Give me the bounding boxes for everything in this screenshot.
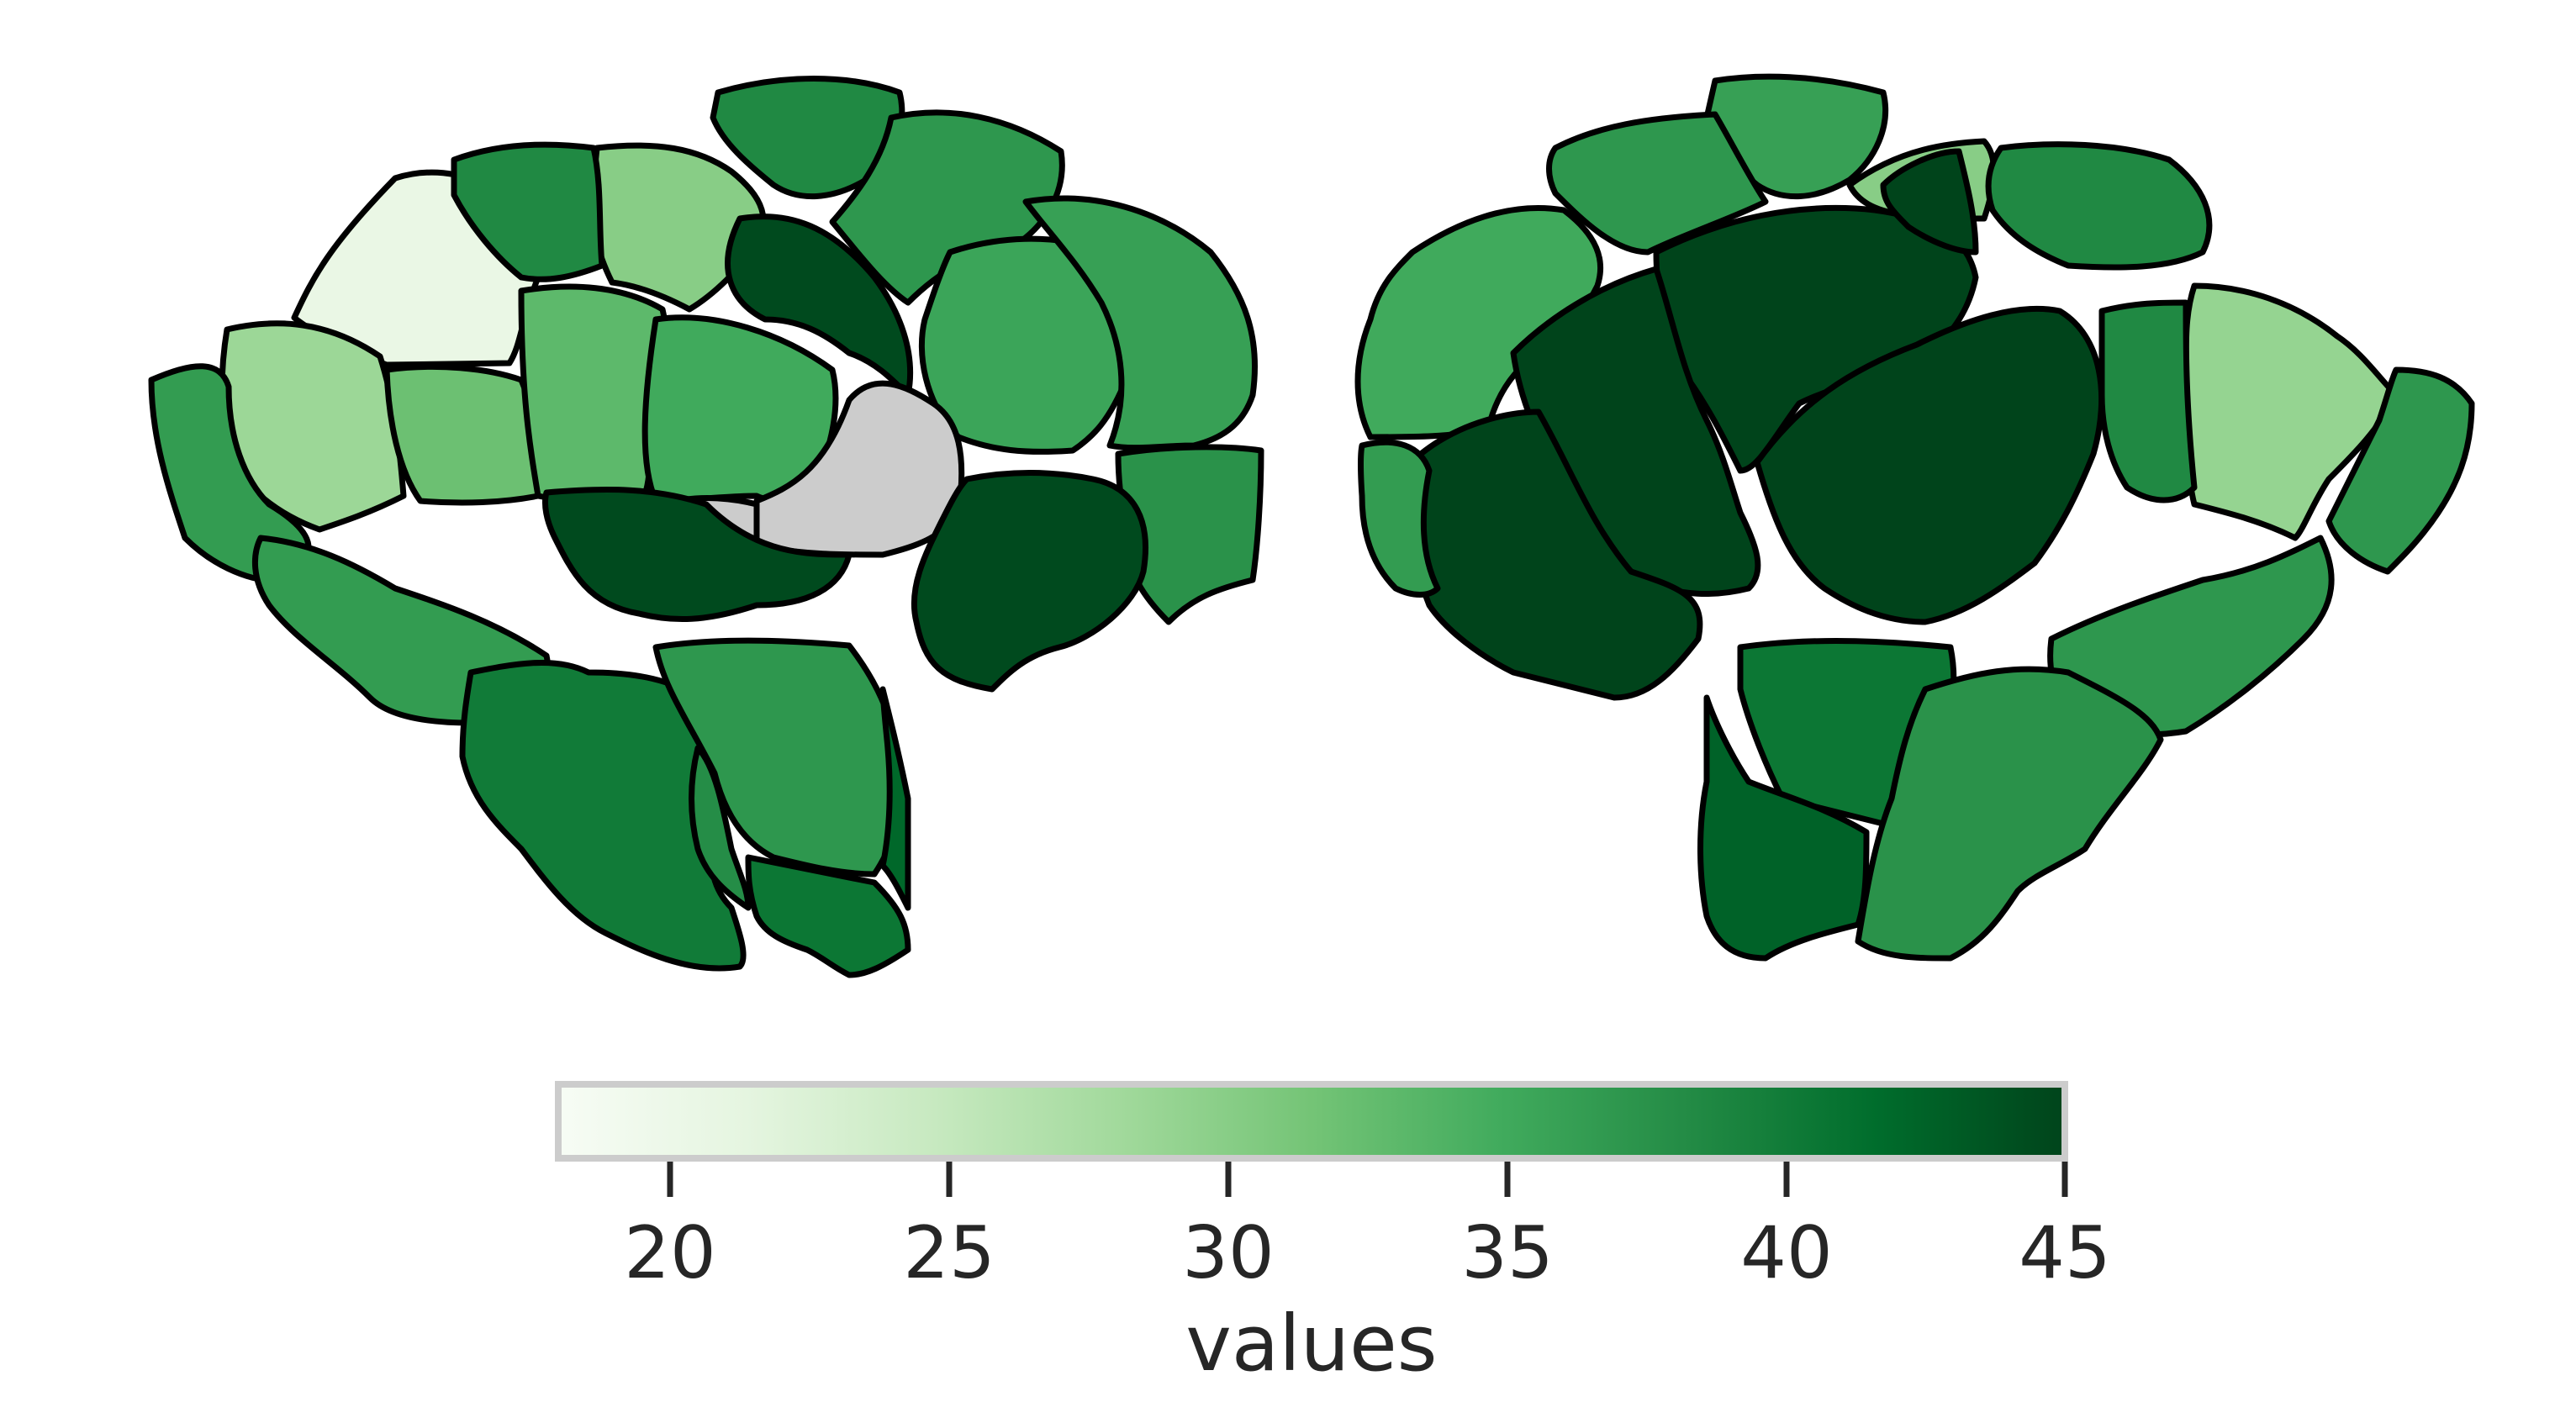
parcel-l3	[451, 141, 605, 282]
parcel-r8	[1754, 305, 2105, 625]
colorbar-label: values	[1185, 1299, 1437, 1389]
parcel-r12	[2325, 366, 2475, 575]
colorbar-gradient	[555, 1081, 2068, 1162]
parcel-l7	[383, 363, 545, 506]
left-hemisphere-view	[148, 76, 1264, 978]
colorbar-tick-label-40: 40	[1740, 1211, 1832, 1295]
parcel-r9	[1408, 408, 1703, 701]
colorbar-tick-label-35: 35	[1461, 1211, 1553, 1295]
colorbar-tick-label-25: 25	[903, 1211, 995, 1295]
colorbar-ticks	[667, 1162, 2068, 1197]
colorbar-tick-label-30: 30	[1182, 1211, 1274, 1295]
right-hemisphere-view	[1354, 73, 2475, 962]
parcel-l21	[689, 745, 752, 911]
parcel-l17	[541, 487, 853, 623]
parcel-r1	[1354, 205, 1604, 440]
parcel-l11	[725, 213, 914, 398]
parcel-l22	[745, 854, 911, 978]
colorbar-tick-label-45: 45	[2019, 1211, 2110, 1295]
parcel-l18	[911, 470, 1148, 693]
parcel-r10	[1358, 439, 1441, 598]
parcel-r13	[2098, 299, 2198, 503]
parcel-r4	[1985, 141, 2213, 271]
parcel-r18	[1880, 148, 1979, 256]
colorbar: 20 25 30 35 40 45 values	[555, 1081, 2111, 1389]
parcel-r5	[1546, 111, 1769, 256]
parcel-l19	[459, 660, 747, 972]
colorbar-tick-label-20: 20	[624, 1211, 715, 1295]
colorbar-tick-labels: 20 25 30 35 40 45	[624, 1211, 2110, 1295]
parcel-r17	[1855, 666, 2164, 962]
parcel-l23	[879, 686, 911, 911]
